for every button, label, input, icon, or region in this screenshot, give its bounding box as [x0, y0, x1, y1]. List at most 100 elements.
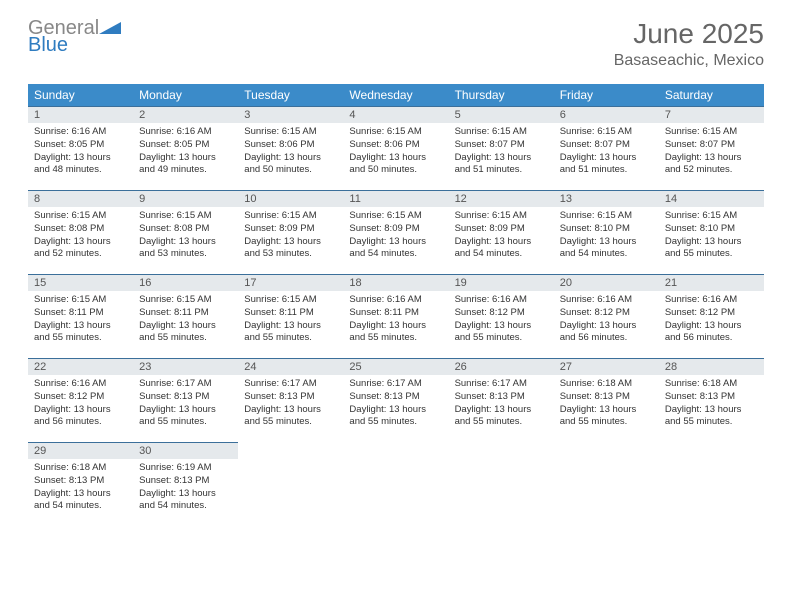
sunset-line: Sunset: 8:07 PM — [665, 139, 758, 152]
sunset-line: Sunset: 8:12 PM — [560, 307, 653, 320]
calendar-row: 8Sunrise: 6:15 AMSunset: 8:08 PMDaylight… — [28, 190, 764, 274]
daylight-line: Daylight: 13 hours and 55 minutes. — [139, 404, 232, 430]
title-block: June 2025 Basaseachic, Mexico — [614, 18, 764, 70]
daylight-line: Daylight: 13 hours and 53 minutes. — [244, 236, 337, 262]
sunset-line: Sunset: 8:11 PM — [244, 307, 337, 320]
brand-blue: Blue — [28, 34, 68, 56]
sunrise-line: Sunrise: 6:16 AM — [665, 294, 758, 307]
calendar-row: 1Sunrise: 6:16 AMSunset: 8:05 PMDaylight… — [28, 106, 764, 190]
calendar-cell: 26Sunrise: 6:17 AMSunset: 8:13 PMDayligh… — [449, 358, 554, 442]
daylight-line: Daylight: 13 hours and 52 minutes. — [665, 152, 758, 178]
sunset-line: Sunset: 8:13 PM — [34, 475, 127, 488]
daylight-line: Daylight: 13 hours and 51 minutes. — [560, 152, 653, 178]
sunset-line: Sunset: 8:12 PM — [34, 391, 127, 404]
calendar-cell: 13Sunrise: 6:15 AMSunset: 8:10 PMDayligh… — [554, 190, 659, 274]
calendar-cell — [659, 442, 764, 526]
sunrise-line: Sunrise: 6:16 AM — [139, 126, 232, 139]
sunrise-line: Sunrise: 6:15 AM — [34, 210, 127, 223]
calendar-cell: 2Sunrise: 6:16 AMSunset: 8:05 PMDaylight… — [133, 106, 238, 190]
day-number: 8 — [28, 190, 133, 207]
daylight-line: Daylight: 13 hours and 55 minutes. — [349, 404, 442, 430]
sunset-line: Sunset: 8:09 PM — [349, 223, 442, 236]
calendar-cell: 8Sunrise: 6:15 AMSunset: 8:08 PMDaylight… — [28, 190, 133, 274]
calendar-table: SundayMondayTuesdayWednesdayThursdayFrid… — [28, 84, 764, 526]
daylight-line: Daylight: 13 hours and 54 minutes. — [34, 488, 127, 514]
calendar-cell: 9Sunrise: 6:15 AMSunset: 8:08 PMDaylight… — [133, 190, 238, 274]
calendar-cell: 19Sunrise: 6:16 AMSunset: 8:12 PMDayligh… — [449, 274, 554, 358]
calendar-row: 15Sunrise: 6:15 AMSunset: 8:11 PMDayligh… — [28, 274, 764, 358]
weekday-row: SundayMondayTuesdayWednesdayThursdayFrid… — [28, 84, 764, 106]
daylight-line: Daylight: 13 hours and 56 minutes. — [560, 320, 653, 346]
day-details: Sunrise: 6:19 AMSunset: 8:13 PMDaylight:… — [133, 459, 238, 517]
calendar-cell — [343, 442, 448, 526]
weekday-header: Thursday — [449, 84, 554, 106]
day-number: 19 — [449, 274, 554, 291]
daylight-line: Daylight: 13 hours and 52 minutes. — [34, 236, 127, 262]
sunrise-line: Sunrise: 6:15 AM — [560, 210, 653, 223]
day-details: Sunrise: 6:15 AMSunset: 8:09 PMDaylight:… — [238, 207, 343, 265]
sunset-line: Sunset: 8:12 PM — [665, 307, 758, 320]
calendar-row: 22Sunrise: 6:16 AMSunset: 8:12 PMDayligh… — [28, 358, 764, 442]
daylight-line: Daylight: 13 hours and 54 minutes. — [139, 488, 232, 514]
sunset-line: Sunset: 8:13 PM — [455, 391, 548, 404]
sunrise-line: Sunrise: 6:15 AM — [560, 126, 653, 139]
day-number: 13 — [554, 190, 659, 207]
sunset-line: Sunset: 8:13 PM — [560, 391, 653, 404]
sunrise-line: Sunrise: 6:17 AM — [455, 378, 548, 391]
day-details: Sunrise: 6:15 AMSunset: 8:10 PMDaylight:… — [554, 207, 659, 265]
sunset-line: Sunset: 8:13 PM — [139, 475, 232, 488]
sunset-line: Sunset: 8:05 PM — [34, 139, 127, 152]
calendar-cell: 15Sunrise: 6:15 AMSunset: 8:11 PMDayligh… — [28, 274, 133, 358]
day-number: 9 — [133, 190, 238, 207]
sunrise-line: Sunrise: 6:18 AM — [665, 378, 758, 391]
page-title: June 2025 — [614, 18, 764, 50]
daylight-line: Daylight: 13 hours and 56 minutes. — [34, 404, 127, 430]
sunrise-line: Sunrise: 6:17 AM — [244, 378, 337, 391]
sunset-line: Sunset: 8:06 PM — [349, 139, 442, 152]
sunset-line: Sunset: 8:08 PM — [139, 223, 232, 236]
sunset-line: Sunset: 8:05 PM — [139, 139, 232, 152]
day-number: 22 — [28, 358, 133, 375]
calendar-cell: 28Sunrise: 6:18 AMSunset: 8:13 PMDayligh… — [659, 358, 764, 442]
weekday-header: Sunday — [28, 84, 133, 106]
day-number: 30 — [133, 442, 238, 459]
sunset-line: Sunset: 8:13 PM — [244, 391, 337, 404]
calendar-cell: 29Sunrise: 6:18 AMSunset: 8:13 PMDayligh… — [28, 442, 133, 526]
calendar-cell: 1Sunrise: 6:16 AMSunset: 8:05 PMDaylight… — [28, 106, 133, 190]
daylight-line: Daylight: 13 hours and 55 minutes. — [665, 404, 758, 430]
location-label: Basaseachic, Mexico — [614, 52, 764, 70]
sunset-line: Sunset: 8:10 PM — [665, 223, 758, 236]
day-details: Sunrise: 6:15 AMSunset: 8:06 PMDaylight:… — [238, 123, 343, 181]
day-number: 5 — [449, 106, 554, 123]
calendar-cell: 22Sunrise: 6:16 AMSunset: 8:12 PMDayligh… — [28, 358, 133, 442]
sunrise-line: Sunrise: 6:15 AM — [244, 210, 337, 223]
day-details: Sunrise: 6:18 AMSunset: 8:13 PMDaylight:… — [28, 459, 133, 517]
daylight-line: Daylight: 13 hours and 55 minutes. — [244, 320, 337, 346]
sunset-line: Sunset: 8:09 PM — [244, 223, 337, 236]
weekday-header: Wednesday — [343, 84, 448, 106]
calendar-cell: 11Sunrise: 6:15 AMSunset: 8:09 PMDayligh… — [343, 190, 448, 274]
daylight-line: Daylight: 13 hours and 55 minutes. — [349, 320, 442, 346]
day-details: Sunrise: 6:15 AMSunset: 8:08 PMDaylight:… — [133, 207, 238, 265]
sunrise-line: Sunrise: 6:15 AM — [665, 126, 758, 139]
calendar-cell: 4Sunrise: 6:15 AMSunset: 8:06 PMDaylight… — [343, 106, 448, 190]
calendar-row: 29Sunrise: 6:18 AMSunset: 8:13 PMDayligh… — [28, 442, 764, 526]
calendar-cell: 18 Sunrise: 6:16 AMSunset: 8:11 PMDayligh… — [343, 274, 448, 358]
day-number: 21 — [659, 274, 764, 291]
day-number: 27 — [554, 358, 659, 375]
sunset-line: Sunset: 8:09 PM — [455, 223, 548, 236]
day-number: 1 — [28, 106, 133, 123]
day-number: 16 — [133, 274, 238, 291]
day-number: 18 — [343, 274, 448, 291]
day-details: Sunrise: 6:18 AMSunset: 8:13 PMDaylight:… — [659, 375, 764, 433]
sunrise-line: Sunrise: 6:16 AM — [349, 294, 442, 307]
day-number: 23 — [133, 358, 238, 375]
daylight-line: Daylight: 13 hours and 48 minutes. — [34, 152, 127, 178]
day-details: Sunrise: 6:15 AMSunset: 8:07 PMDaylight:… — [554, 123, 659, 181]
day-details: Sunrise: 6:16 AMSunset: 8:12 PMDaylight:… — [554, 291, 659, 349]
day-number: 14 — [659, 190, 764, 207]
sunset-line: Sunset: 8:11 PM — [349, 307, 442, 320]
sunset-line: Sunset: 8:11 PM — [34, 307, 127, 320]
sunrise-line: Sunrise: 6:15 AM — [455, 126, 548, 139]
sunset-line: Sunset: 8:12 PM — [455, 307, 548, 320]
